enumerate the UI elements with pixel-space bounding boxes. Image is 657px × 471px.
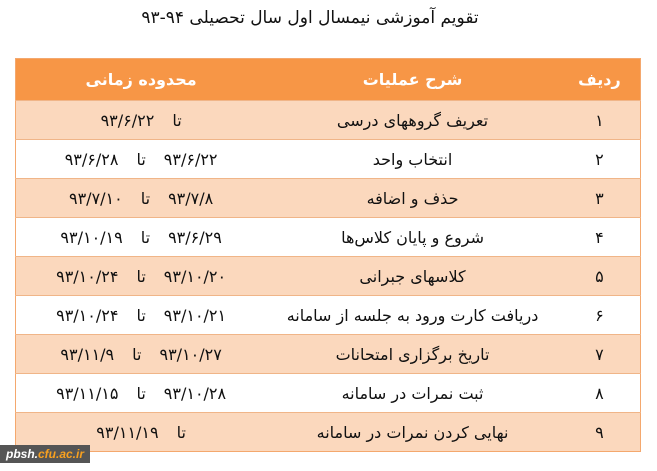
row-description: انتخاب واحد	[266, 139, 559, 179]
row-description: نهایی کردن نمرات در سامانه	[266, 412, 559, 452]
date-to: ۹۳/۱۱/۹	[60, 344, 115, 364]
date-to: ۹۳/۱۱/۱۹	[96, 422, 159, 442]
row-number: ۲	[558, 139, 641, 179]
date-to: ۹۳/۱۰/۲۴	[56, 266, 119, 286]
table-row: ۲ انتخاب واحد ۹۳/۶/۲۲ تا ۹۳/۶/۲۸	[15, 139, 641, 179]
to-word: تا	[140, 227, 151, 247]
row-time-range: ۹۳/۶/۲۹ تا ۹۳/۱۰/۱۹	[15, 217, 267, 257]
table-row: ۱ تعریف گروههای درسی تا ۹۳/۶/۲۲	[15, 100, 641, 140]
watermark: pbsh.cfu.ac.ir	[0, 445, 91, 463]
date-to: ۹۳/۱۰/۲۴	[56, 305, 119, 325]
to-word: تا	[176, 422, 186, 442]
table-row: ۶ دریافت کارت ورود به جلسه از سامانه ۹۳/…	[15, 295, 641, 335]
row-description: تعریف گروههای درسی	[266, 100, 559, 140]
row-description: کلاسهای جبرانی	[266, 256, 559, 296]
date-from: ۹۳/۱۰/۲۰	[163, 266, 227, 286]
row-time-range: تا ۹۳/۶/۲۲	[15, 100, 267, 140]
to-word: تا	[136, 305, 146, 325]
date-from: ۹۳/۱۰/۲۱	[163, 305, 227, 325]
row-number: ۴	[558, 217, 641, 257]
to-word: تا	[136, 383, 146, 403]
row-time-range: ۹۳/۷/۸ تا ۹۳/۷/۱۰	[15, 178, 267, 218]
header-description: شرح عملیات	[266, 58, 559, 101]
date-from: ۹۳/۶/۲۲	[163, 149, 218, 169]
date-to: ۹۳/۱۰/۱۹	[60, 227, 123, 247]
table-row: ۵ کلاسهای جبرانی ۹۳/۱۰/۲۰ تا ۹۳/۱۰/۲۴	[15, 256, 641, 296]
row-description: تاریخ برگزاری امتحانات	[266, 334, 559, 374]
row-time-range: ۹۳/۱۰/۲۰ تا ۹۳/۱۰/۲۴	[15, 256, 267, 296]
date-from: ۹۳/۷/۸	[168, 188, 214, 208]
row-time-range: ۹۳/۱۰/۲۷ تا ۹۳/۱۱/۹	[15, 334, 267, 374]
table-row: ۸ ثبت نمرات در سامانه ۹۳/۱۰/۲۸ تا ۹۳/۱۱/۱۵	[15, 373, 641, 413]
date-from: ۹۳/۶/۲۹	[168, 227, 222, 247]
row-description: شروع و پایان کلاس‌ها	[266, 217, 559, 257]
row-number: ۷	[558, 334, 641, 374]
row-number: ۵	[558, 256, 641, 296]
row-time-range: ۹۳/۱۰/۲۱ تا ۹۳/۱۰/۲۴	[15, 295, 267, 335]
table-row: ۳ حذف و اضافه ۹۳/۷/۸ تا ۹۳/۷/۱۰	[15, 178, 641, 218]
row-number: ۹	[558, 412, 641, 452]
page-title: تقویم آموزشی نیمسال اول سال تحصیلی ۹۴-۹۳	[141, 8, 479, 28]
date-to: ۹۳/۱۱/۱۵	[56, 383, 119, 403]
row-description: حذف و اضافه	[266, 178, 559, 218]
row-number: ۱	[558, 100, 641, 140]
row-time-range: ۹۳/۶/۲۲ تا ۹۳/۶/۲۸	[15, 139, 267, 179]
watermark-part2: cfu.ac.ir	[38, 447, 85, 461]
row-time-range: ۹۳/۱۰/۲۸ تا ۹۳/۱۱/۱۵	[15, 373, 267, 413]
table-row: ۴ شروع و پایان کلاس‌ها ۹۳/۶/۲۹ تا ۹۳/۱۰/۱۹	[15, 217, 641, 257]
to-word: تا	[136, 149, 146, 169]
header-time-range: محدوده زمانی	[15, 58, 267, 101]
row-number: ۶	[558, 295, 641, 335]
row-description: دریافت کارت ورود به جلسه از سامانه	[266, 295, 559, 335]
watermark-part1: pbsh.	[6, 447, 38, 461]
date-to: ۹۳/۷/۱۰	[68, 188, 123, 208]
date-from: ۹۳/۱۰/۲۸	[163, 383, 227, 403]
row-number: ۸	[558, 373, 641, 413]
calendar-table: ردیف شرح عملیات محدوده زمانی ۱ تعریف گرو…	[15, 58, 641, 452]
table-row: ۹ نهایی کردن نمرات در سامانه تا ۹۳/۱۱/۱۹	[15, 412, 641, 452]
row-number: ۳	[558, 178, 641, 218]
to-word: تا	[140, 188, 151, 208]
to-word: تا	[132, 344, 142, 364]
header-row-number: ردیف	[558, 58, 641, 101]
table-header: ردیف شرح عملیات محدوده زمانی	[15, 58, 641, 101]
date-from: ۹۳/۱۰/۲۷	[159, 344, 222, 364]
date-to: ۹۳/۶/۲۲	[100, 110, 155, 130]
to-word: تا	[136, 266, 146, 286]
to-word: تا	[172, 110, 182, 130]
date-to: ۹۳/۶/۲۸	[64, 149, 119, 169]
table-row: ۷ تاریخ برگزاری امتحانات ۹۳/۱۰/۲۷ تا ۹۳/۱۱…	[15, 334, 641, 374]
row-description: ثبت نمرات در سامانه	[266, 373, 559, 413]
